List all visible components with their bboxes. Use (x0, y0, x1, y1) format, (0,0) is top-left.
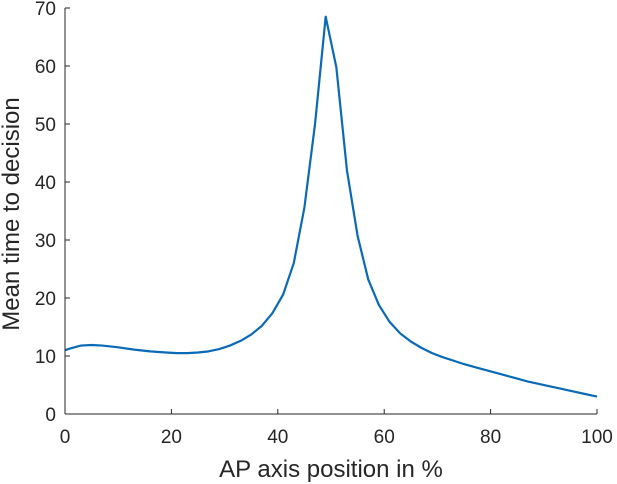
x-tick-label: 80 (480, 427, 501, 448)
x-tick-label: 60 (374, 427, 395, 448)
y-tick-label: 20 (35, 289, 56, 310)
series-line-0 (64, 15, 598, 398)
y-tick-label: 70 (35, 0, 56, 20)
x-tick-label: 20 (161, 427, 182, 448)
y-tick-label: 50 (35, 115, 56, 136)
y-tick-label: 10 (35, 347, 56, 368)
plot-area (64, 15, 598, 398)
x-tick-label: 100 (581, 427, 613, 448)
x-axis-label: AP axis position in % (219, 456, 443, 483)
y-tick-label: 40 (35, 173, 56, 194)
y-tick-label: 60 (35, 57, 56, 78)
x-axis: 0 20 40 60 80 100 (60, 409, 613, 448)
y-axis-label: Mean time to decision (0, 97, 25, 330)
x-tick-label: 40 (267, 427, 288, 448)
y-axis: 0 10 20 30 40 50 60 70 (35, 0, 70, 426)
y-tick-label: 30 (35, 231, 56, 252)
y-tick-label: 0 (45, 405, 56, 426)
x-tick-label: 0 (60, 427, 71, 448)
